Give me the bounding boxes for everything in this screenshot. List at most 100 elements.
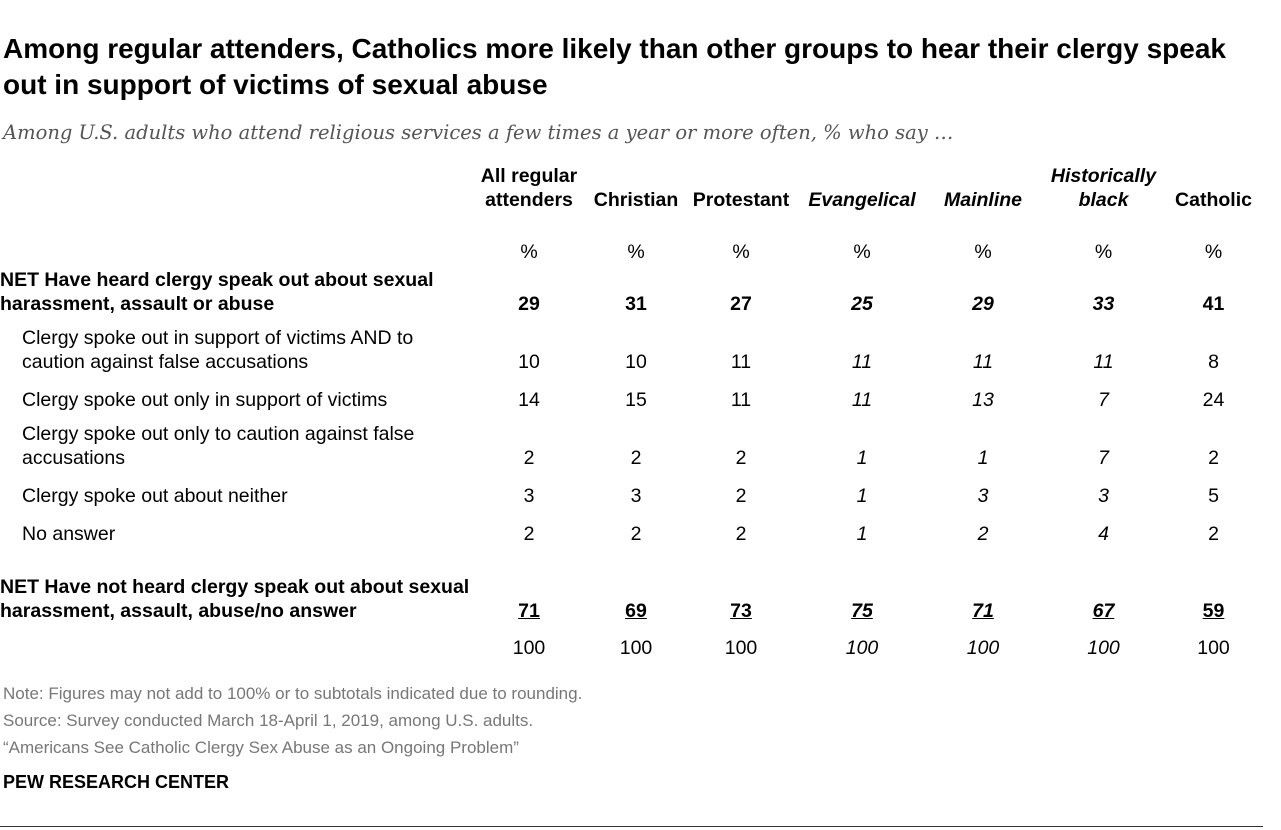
table-cell-value: 100 (926, 623, 1040, 660)
column-header-row: All regular attenders Christian Protesta… (0, 160, 1260, 212)
table-cell-value: 11 (684, 374, 798, 412)
table-cell-value: 11 (1040, 316, 1167, 374)
cell-value-text: 100 (724, 637, 758, 659)
column-header-protestant: Protestant (692, 189, 790, 211)
cell-value-text: 29 (972, 293, 994, 315)
table-cell-value: 5 (1167, 470, 1260, 508)
pct-symbol: % (520, 241, 538, 263)
cell-value-text: 11 (1093, 351, 1114, 373)
table-row: Clergy spoke out only in support of vict… (0, 374, 1260, 412)
cell-value-text: 2 (630, 523, 642, 545)
table-cell-value: 15 (588, 374, 684, 412)
cell-value-text: 5 (1208, 485, 1219, 507)
cell-value-text: 3 (523, 485, 535, 507)
table-cell-value: 71 (926, 546, 1040, 623)
cell-value-text: 25 (851, 293, 873, 315)
row-label (0, 623, 470, 660)
column-header-all-regular-attenders: All regular attenders (480, 165, 578, 211)
cell-value-text: 2 (1208, 447, 1219, 469)
table-cell-value: 2 (684, 412, 798, 470)
table-cell-value: 33 (1040, 264, 1167, 316)
table-cell-value: 3 (588, 470, 684, 508)
table-cell-value: 2 (684, 470, 798, 508)
row-label: NET Have heard clergy speak out about se… (0, 269, 434, 315)
column-header-christian: Christian (593, 189, 679, 211)
cell-value-text: 29 (518, 293, 540, 315)
table-cell-value: 8 (1167, 316, 1260, 374)
cell-value-text: 3 (977, 485, 989, 507)
row-label: Clergy spoke out only in support of vict… (22, 389, 388, 411)
pct-symbol: % (732, 241, 750, 263)
table-cell-value: 11 (798, 374, 926, 412)
table-cell-value: 2 (926, 508, 1040, 546)
row-label: Clergy spoke out only to caution against… (22, 423, 415, 469)
column-header-evangelical: Evangelical (808, 189, 916, 211)
cell-value-text: 7 (1098, 389, 1109, 411)
note-text: Note: Figures may not add to 100% or to … (3, 684, 583, 703)
pct-symbol: % (627, 241, 645, 263)
bottom-rule (0, 826, 1263, 827)
cell-value-text: 2 (1208, 523, 1219, 545)
chart-title: Among regular attenders, Catholics more … (3, 33, 1226, 100)
table-cell-value: 100 (798, 623, 926, 660)
cell-value-text: 2 (523, 447, 535, 469)
report-title-text: “Americans See Catholic Clergy Sex Abuse… (3, 738, 519, 757)
table-cell-value: 25 (798, 264, 926, 316)
pct-symbol: % (1094, 241, 1113, 263)
cell-value-text: 3 (630, 485, 642, 507)
table-row: NET Have not heard clergy speak out abou… (0, 546, 1260, 623)
cell-value-text: 11 (730, 351, 752, 373)
cell-value-text: 13 (972, 389, 994, 411)
header-spacer (0, 160, 470, 212)
cell-value-text: 41 (1202, 293, 1225, 315)
column-header-catholic: Catholic (1175, 189, 1252, 211)
pct-symbol: % (1204, 241, 1223, 263)
table-cell-value: 41 (1167, 264, 1260, 316)
table-cell-value: 1 (926, 412, 1040, 470)
cell-value-text: 15 (625, 389, 647, 411)
cell-value-text: 11 (851, 389, 873, 411)
table-cell-value: 73 (684, 546, 798, 623)
table-cell-value: 11 (798, 316, 926, 374)
row-label: No answer (22, 523, 116, 545)
cell-value-text: 10 (625, 351, 647, 373)
chart-subtitle: Among U.S. adults who attend religious s… (3, 121, 954, 144)
table-cell-value: 71 (470, 546, 588, 623)
table-cell-value: 7 (1040, 412, 1167, 470)
cell-value-text: 11 (851, 351, 873, 373)
table-row: Clergy spoke out about neither 3 3 2 1 3 3 5 (0, 470, 1260, 508)
table-cell-value: 10 (470, 316, 588, 374)
cell-value-text: 100 (845, 637, 879, 659)
cell-value-text: 24 (1202, 389, 1225, 411)
table-cell-value: 4 (1040, 508, 1167, 546)
table-cell-value: 100 (1167, 623, 1260, 660)
table-row: No answer 2 2 2 1 2 4 2 (0, 508, 1260, 546)
column-header-historically-black: Historically black (1050, 165, 1157, 211)
cell-value-text: 27 (730, 293, 752, 315)
cell-value-text: 8 (1208, 351, 1219, 373)
cell-value-text: 1 (856, 485, 868, 507)
table-cell-value: 14 (470, 374, 588, 412)
table-cell-value: 2 (470, 412, 588, 470)
pct-symbol: % (853, 241, 871, 263)
table-cell-value: 2 (1167, 412, 1260, 470)
cell-value-text: 31 (625, 293, 647, 315)
table-cell-value: 11 (926, 316, 1040, 374)
table-cell-value: 3 (1040, 470, 1167, 508)
cell-value-text: 14 (518, 389, 540, 411)
cell-value-text: 11 (730, 389, 752, 411)
pct-spacer (0, 212, 470, 264)
cell-value-text: 3 (1098, 485, 1109, 507)
table-cell-value: 2 (470, 508, 588, 546)
table-cell-value: 31 (588, 264, 684, 316)
table-cell-value: 27 (684, 264, 798, 316)
table-cell-value: 29 (470, 264, 588, 316)
table-cell-value: 2 (1167, 508, 1260, 546)
cell-value-text: 1 (856, 447, 868, 469)
cell-value-text: 2 (977, 523, 989, 545)
cell-value-text: 67 (1092, 600, 1115, 622)
cell-value-text: 4 (1098, 523, 1109, 545)
cell-value-text: 2 (630, 447, 642, 469)
row-label: Clergy spoke out about neither (22, 485, 288, 507)
table-cell-value: 1 (798, 508, 926, 546)
